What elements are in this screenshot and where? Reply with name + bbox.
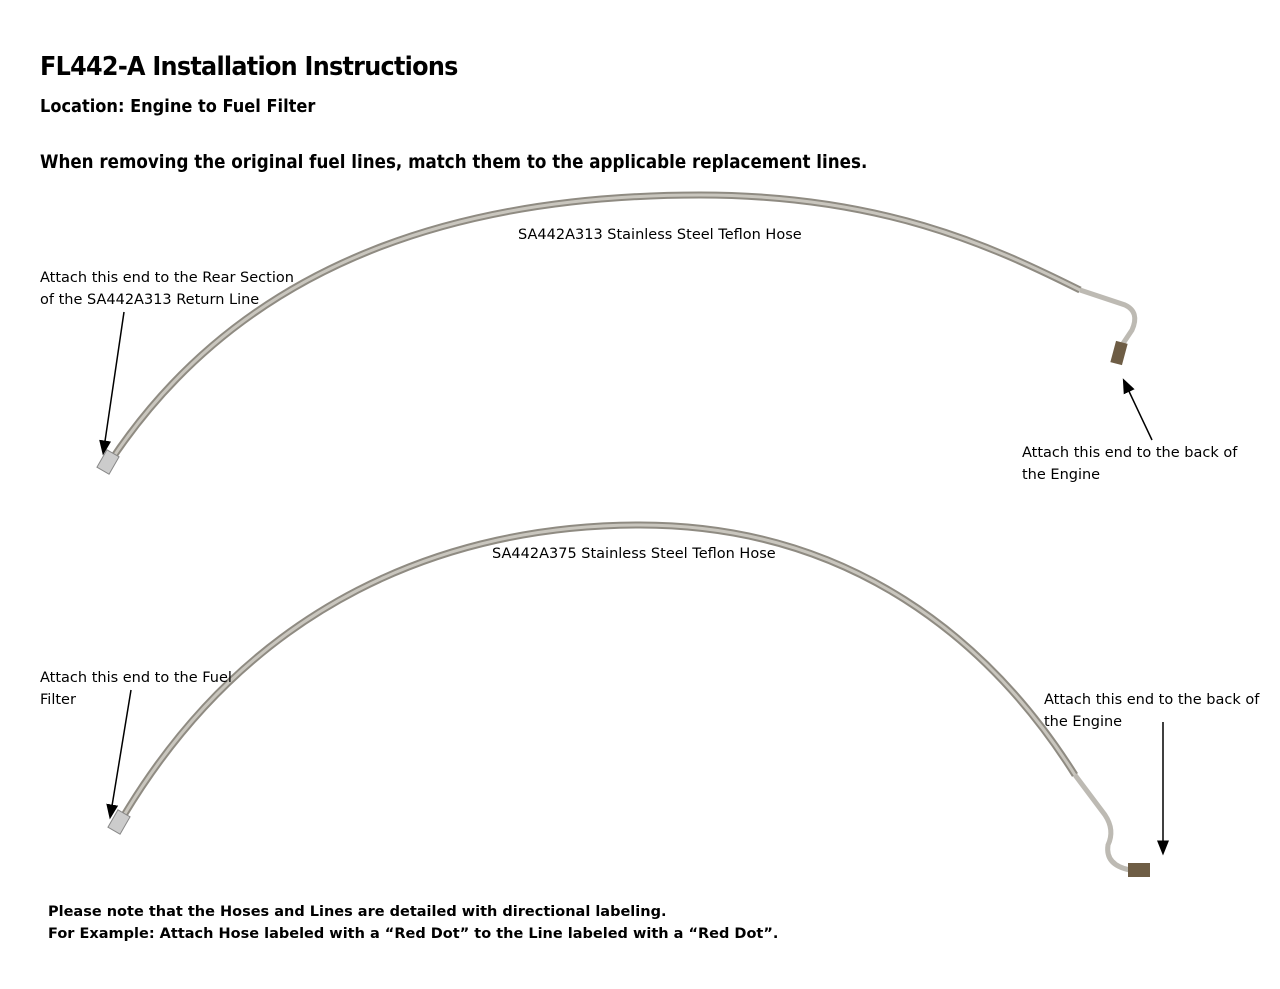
hose-1-right-end-label: Attach this end to the back of the Engin… bbox=[1022, 442, 1237, 486]
arrow-hose2-left bbox=[106, 689, 132, 820]
label-line: Attach this end to the Fuel bbox=[40, 670, 232, 686]
arrow-hose1-right bbox=[1122, 378, 1153, 441]
directional-note: Please note that the Hoses and Lines are… bbox=[48, 901, 778, 945]
hose-2-left-end-label: Attach this end to the Fuel Filter bbox=[40, 667, 232, 711]
hose-1-left-end-label: Attach this end to the Rear Section of t… bbox=[40, 267, 294, 311]
note-line: Please note that the Hoses and Lines are… bbox=[48, 904, 667, 920]
location-subtitle: Location: Engine to Fuel Filter bbox=[40, 96, 316, 117]
hose-1-image bbox=[96, 191, 1138, 475]
intro-instruction: When removing the original fuel lines, m… bbox=[40, 151, 868, 173]
label-line: Attach this end to the back of bbox=[1022, 445, 1238, 461]
label-line: the Engine bbox=[1044, 714, 1123, 730]
label-line: Attach this end to the Rear Section bbox=[40, 270, 294, 286]
page-title: FL442-A Installation Instructions bbox=[40, 52, 458, 82]
arrow-hose1-left bbox=[99, 311, 125, 456]
hose-2-image bbox=[107, 521, 1150, 877]
hose-2-right-end-label: Attach this end to the back of the Engin… bbox=[1044, 689, 1259, 733]
note-line: For Example: Attach Hose labeled with a … bbox=[48, 926, 779, 942]
label-line: Attach this end to the back of bbox=[1044, 692, 1260, 708]
hose-2-label: SA442A375 Stainless Steel Teflon Hose bbox=[492, 546, 776, 562]
label-line: Filter bbox=[40, 692, 76, 708]
label-line: the Engine bbox=[1022, 467, 1101, 483]
hose-1-label: SA442A313 Stainless Steel Teflon Hose bbox=[518, 227, 802, 243]
label-line: of the SA442A313 Return Line bbox=[40, 292, 260, 308]
